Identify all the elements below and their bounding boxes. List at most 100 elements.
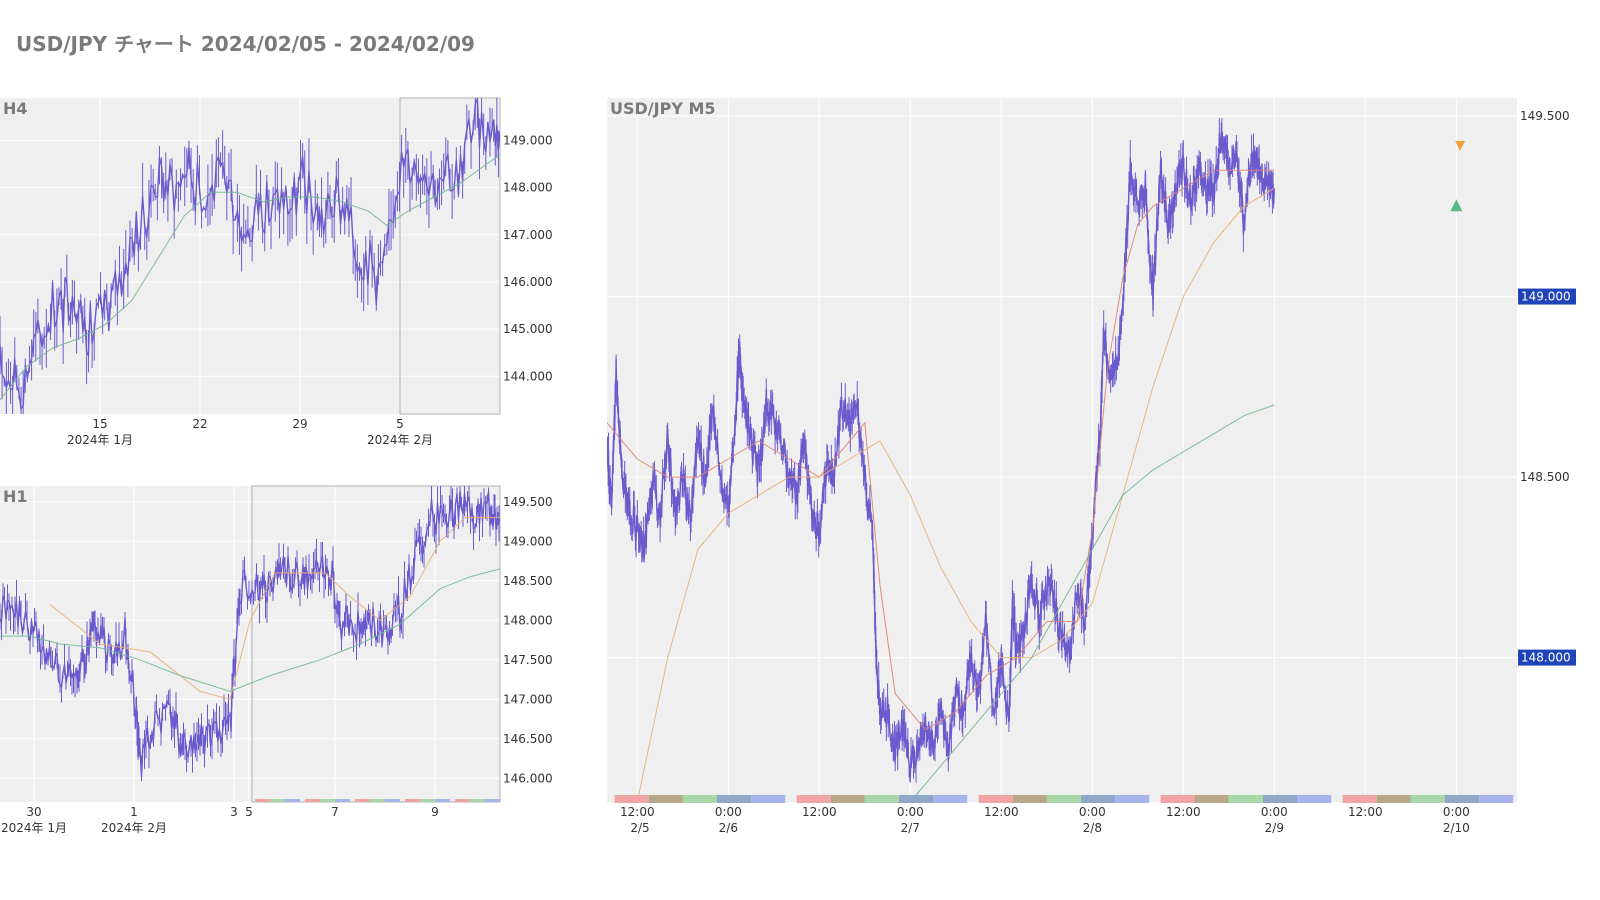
y-tick-label: 148.000 <box>503 181 553 195</box>
session-bar-segment <box>898 795 934 803</box>
session-bar-segment <box>385 799 400 802</box>
session-bar-segment <box>305 799 320 802</box>
session-bar-segment <box>255 799 270 802</box>
session-bar-segment <box>1444 795 1480 803</box>
x-tick-sublabel: 2024年 1月 <box>1 821 67 835</box>
session-bar-segment <box>435 799 450 802</box>
y-tick-label: 148.500 <box>1520 470 1570 484</box>
price-tag <box>1518 649 1576 666</box>
session-bar-segment <box>370 799 385 802</box>
price-tag <box>1518 288 1576 305</box>
session-bar-segment <box>864 795 899 803</box>
price-series-line <box>0 98 500 410</box>
session-bar-segment <box>1297 795 1332 803</box>
session-bar-segment <box>355 799 370 802</box>
x-tick-label: 12:00 <box>802 805 837 819</box>
x-tick-label: 0:00 <box>897 805 924 819</box>
session-bar-segment <box>978 795 1013 803</box>
x-tick-sublabel: 2/7 <box>901 821 920 835</box>
y-tick-label: 147.500 <box>503 653 553 667</box>
x-tick-label: 12:00 <box>1348 805 1383 819</box>
h1-chart: 149.500 149.000 148.500 148.000 147.500 147.0… <box>0 485 553 835</box>
y-tick-label: 146.500 <box>503 732 553 746</box>
y-tick-label: 148.000 <box>503 613 553 627</box>
x-tick-sublabel: 2/6 <box>719 821 738 835</box>
price-series-line <box>607 131 1276 779</box>
x-tick-label: 3 <box>230 805 238 819</box>
session-bar-segment <box>1012 795 1047 803</box>
x-tick-label: 0:00 <box>1443 805 1470 819</box>
session-bar-segment <box>648 795 683 803</box>
x-tick-sublabel: 2/10 <box>1443 821 1470 835</box>
x-tick-label: 12:00 <box>1166 805 1201 819</box>
y-tick-label: 149.000 <box>503 133 553 147</box>
ma-fast-series-line <box>607 169 1275 731</box>
x-tick-sublabel: 2/5 <box>630 821 649 835</box>
session-bar-segment <box>285 799 300 802</box>
session-bar-segment <box>1479 795 1514 803</box>
session-bar-segment <box>933 795 968 803</box>
session-bar-segment <box>1080 795 1116 803</box>
x-tick-label: 5 <box>245 805 253 819</box>
h4-chart: 149.000 148.000 147.000 146.000 145.000 144.0… <box>0 97 553 447</box>
x-tick-label: 7 <box>331 805 339 819</box>
x-tick-label: 0:00 <box>1079 805 1106 819</box>
y-tick-label: 147.000 <box>503 692 553 706</box>
session-bar-segment <box>1194 795 1229 803</box>
session-bar-segment <box>485 799 500 802</box>
session-bar-segment <box>751 795 786 803</box>
y-tick-label: 148.500 <box>503 574 553 588</box>
session-bar-segment <box>420 799 435 802</box>
session-bar-segment <box>335 799 350 802</box>
x-tick-sublabel: 2/8 <box>1083 821 1102 835</box>
panel-label: USD/JPY M5 <box>610 99 716 118</box>
price-series-line <box>0 490 500 778</box>
session-bar-segment <box>796 795 831 803</box>
panel-label: H1 <box>3 487 28 506</box>
x-tick-label: 9 <box>431 805 439 819</box>
ma-mid-series-line <box>636 187 1275 802</box>
session-bar-segment <box>1376 795 1411 803</box>
x-tick-label: 30 <box>26 805 41 819</box>
x-tick-label: 5 <box>396 417 404 431</box>
session-bar-segment <box>682 795 717 803</box>
buy-marker-icon <box>1450 199 1463 212</box>
session-bar-segment <box>716 795 752 803</box>
ma-mid-series-line <box>49 517 500 700</box>
y-tick-label: 145.000 <box>503 322 553 336</box>
x-tick-label: 0:00 <box>1261 805 1288 819</box>
x-tick-label: 29 <box>292 417 307 431</box>
session-bar-segment <box>270 799 285 802</box>
session-bar-segment <box>470 799 485 802</box>
ma-slow-series-line <box>0 568 500 692</box>
session-bar-segment <box>614 795 649 803</box>
session-bar-segment <box>1046 795 1081 803</box>
y-tick-label: 146.000 <box>503 771 553 785</box>
x-tick-label: 15 <box>92 417 107 431</box>
ma-slow-series-line <box>909 404 1275 802</box>
ma-slow-series-line <box>0 154 500 401</box>
current-range-box <box>399 97 501 415</box>
session-bar-segment <box>830 795 865 803</box>
sell-marker-icon <box>1455 140 1466 151</box>
y-tick-label: 149.500 <box>503 495 553 509</box>
x-tick-sublabel: 2024年 2月 <box>367 433 433 447</box>
x-tick-label: 0:00 <box>715 805 742 819</box>
session-bar-segment <box>1160 795 1195 803</box>
plot-area <box>0 486 500 802</box>
plot-area <box>0 98 500 414</box>
price-tag-label: 148.000 <box>1521 651 1571 665</box>
x-tick-label: 12:00 <box>984 805 1019 819</box>
session-bar-segment <box>1228 795 1263 803</box>
session-bar-segment <box>1410 795 1445 803</box>
session-bar-segment <box>405 799 420 802</box>
session-bar-segment <box>320 799 335 802</box>
panel-label: H4 <box>3 99 28 118</box>
y-tick-label: 147.000 <box>503 228 553 242</box>
x-tick-label: 1 <box>130 805 138 819</box>
page-title: USD/JPY チャート 2024/02/05 - 2024/02/09 <box>16 32 475 56</box>
m5-chart: 149.500 148.500 149.000 148.000 12:00 2/5 0:00… <box>607 98 1576 835</box>
y-tick-label: 149.000 <box>503 534 553 548</box>
y-tick-label: 149.500 <box>1520 109 1570 123</box>
session-bar-segment <box>1342 795 1377 803</box>
